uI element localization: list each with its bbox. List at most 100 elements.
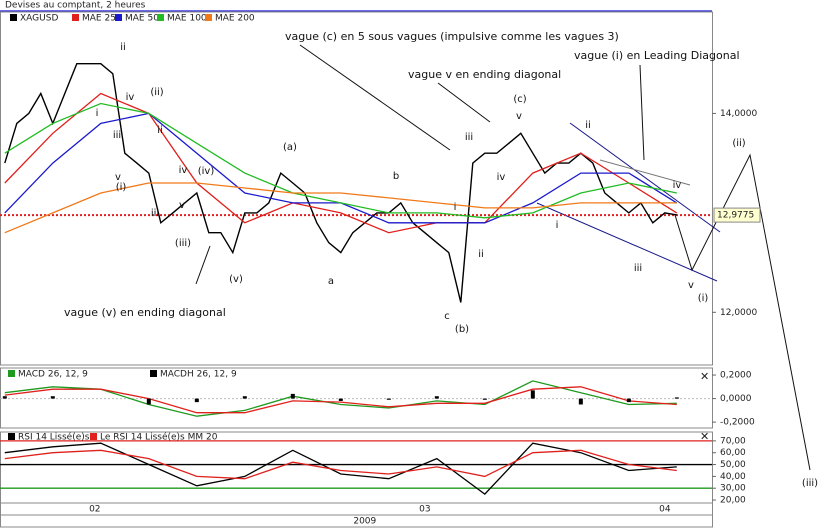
wave-label: iv	[497, 172, 506, 183]
x-tick-label: 04	[659, 505, 671, 515]
wave-label: c	[444, 311, 450, 322]
trend-line	[599, 159, 691, 186]
price-frame	[0, 11, 713, 366]
wave-label: (v)	[229, 274, 243, 285]
y-tick-label: 70,00	[720, 436, 746, 446]
series-line	[4, 380, 677, 417]
arrow	[437, 82, 491, 123]
wave-label: (iv)	[198, 166, 215, 177]
wave-label: v	[688, 280, 694, 291]
legend-swatch	[8, 370, 15, 377]
wave-label: v	[115, 172, 121, 183]
year-frame	[0, 514, 713, 528]
wave-label: (iii)	[802, 478, 818, 489]
y-tick-label: 50,00	[720, 460, 746, 470]
y-tick-label: 30,00	[720, 484, 746, 494]
histogram-bar	[338, 398, 343, 401]
wave-label: v	[179, 200, 185, 211]
arrow	[639, 64, 645, 161]
legend-swatch	[150, 370, 157, 377]
series-line	[4, 92, 678, 234]
channel-line	[536, 202, 718, 282]
legend-swatch	[205, 14, 212, 21]
histogram-bar	[434, 396, 439, 399]
legend-swatch	[115, 14, 122, 21]
legend-swatch	[10, 14, 17, 21]
wave-label: i	[556, 220, 559, 231]
y-tick-label: 40,00	[720, 472, 746, 482]
histogram-bar	[578, 398, 583, 405]
histogram-bar	[626, 398, 631, 403]
legend-label: MAE 200	[215, 14, 255, 24]
y-tick-label: 0,0000	[720, 394, 752, 404]
wave-label: (a)	[283, 142, 297, 153]
macd-frame	[0, 367, 713, 429]
close-icon[interactable]: ✕	[700, 430, 709, 443]
y-tick-label: 14,0000	[720, 109, 757, 119]
legend-label: RSI 14 Lissé(e)s	[18, 432, 90, 443]
series-line	[4, 386, 677, 414]
annotation: vague (i) en Leading Diagonal	[574, 49, 740, 62]
series-line	[4, 102, 677, 219]
histogram-bar	[674, 397, 679, 399]
channel-line	[569, 122, 721, 233]
annotation: vague (v) en ending diagonal	[64, 306, 226, 319]
wave-label: b	[393, 171, 399, 182]
wave-label: (iii)	[175, 238, 191, 249]
wave-label: i	[96, 108, 99, 119]
series-line	[4, 182, 677, 234]
histogram-bar	[2, 396, 7, 399]
y-tick-label: 0,2000	[720, 371, 752, 381]
legend-swatch	[8, 433, 15, 440]
legend-label: Le RSI 14 Lissé(e)s MM 20	[100, 432, 218, 443]
histogram-bar	[386, 398, 391, 400]
arrow	[299, 44, 451, 151]
legend-label: MACD 26, 12, 9	[18, 370, 88, 380]
chart-title: Devises au comptant, 2 heures	[5, 1, 146, 11]
annotation: vague v en ending diagonal	[408, 68, 561, 81]
wave-label: iv	[179, 165, 188, 176]
histogram-bar	[242, 396, 247, 399]
legend-swatch	[90, 433, 97, 440]
close-icon[interactable]: ✕	[700, 370, 709, 383]
wave-label: a	[328, 276, 334, 287]
wave-label: i	[454, 202, 457, 213]
wave-label: iii	[151, 208, 159, 219]
legend-label: MAE 100	[167, 14, 207, 24]
x-tick-label: 02	[89, 505, 100, 515]
y-tick-label: -0,2000	[720, 418, 755, 428]
wave-label: iv	[673, 180, 682, 191]
histogram-bar	[194, 398, 199, 403]
wave-label: (i)	[698, 293, 709, 304]
histogram-bar	[50, 396, 55, 399]
legend-label: MAE 25	[82, 14, 116, 24]
histogram-bar	[146, 398, 151, 405]
annotation: vague (c) en 5 sous vagues (impulsive co…	[285, 30, 619, 43]
year-label: 2009	[353, 517, 376, 527]
wave-label: ii	[478, 249, 484, 260]
wave-label: v	[516, 111, 522, 122]
wave-label: iii	[634, 263, 642, 274]
y-tick-label: 12,0000	[720, 308, 757, 318]
histogram-bar	[290, 393, 295, 399]
legend-label: MAE 50	[125, 14, 159, 24]
legend-swatch	[157, 14, 164, 21]
legend-swatch	[72, 14, 79, 21]
wave-label: iv	[126, 92, 135, 103]
legend-label: XAGUSD	[20, 14, 58, 24]
wave-label: (c)	[513, 94, 526, 105]
wave-label: (b)	[455, 324, 469, 335]
wave-label: (i)	[116, 182, 127, 193]
series-line	[4, 449, 677, 480]
wave-label: ii	[585, 120, 591, 131]
series-line	[4, 442, 677, 495]
y-tick-label: 20,00	[720, 496, 746, 506]
wave-label: iii	[113, 130, 121, 141]
last-price-box	[713, 207, 761, 223]
x-tick-label: 03	[419, 505, 430, 515]
histogram-bar	[530, 390, 535, 399]
wave-label: ii	[120, 42, 126, 53]
